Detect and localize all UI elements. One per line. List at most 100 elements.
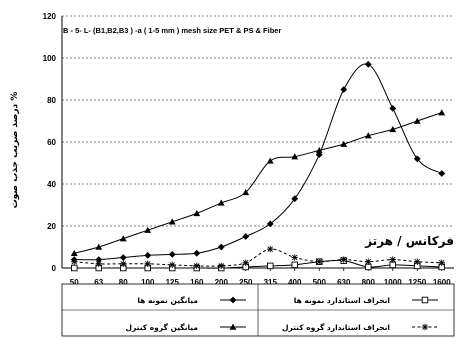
data-point	[144, 226, 152, 233]
series-line	[74, 259, 442, 269]
data-point	[267, 245, 274, 253]
data-point	[316, 258, 323, 265]
data-point	[389, 105, 397, 112]
data-point	[315, 147, 323, 154]
x-tick-label: 400	[288, 278, 302, 287]
y-tick-label: 0	[52, 264, 57, 273]
data-point	[438, 259, 445, 266]
y-axis-title: درصد ضریب جذب صوت %	[10, 92, 20, 209]
data-point	[242, 259, 249, 266]
x-tick-label: 100	[141, 278, 155, 287]
x-tick-label: 1250	[408, 278, 426, 287]
data-point	[242, 189, 250, 196]
data-point	[414, 258, 421, 265]
data-point	[217, 199, 225, 206]
legend-item-1: انحراف استاندارد نمونه ها	[294, 296, 438, 305]
data-point	[340, 86, 348, 93]
data-point	[315, 151, 323, 158]
x-tick-label: 630	[337, 278, 351, 287]
y-tick-label: 80	[47, 96, 56, 105]
data-point	[266, 157, 274, 164]
data-point	[364, 60, 372, 68]
data-point	[193, 262, 200, 270]
data-point	[413, 155, 421, 163]
data-point	[70, 249, 78, 257]
legend-item-0: میانگین نمونه ها	[137, 296, 246, 305]
x-tick-label: 1600	[433, 278, 451, 287]
data-point	[291, 261, 299, 269]
series-line	[74, 63, 443, 261]
y-tick-label: 120	[43, 12, 57, 21]
legend-marker	[421, 296, 429, 304]
legend: میانگین نمونه ها انحراف استاندارد نمونه ه…	[61, 283, 455, 337]
x-tick-label: 50	[70, 278, 79, 287]
data-point	[266, 220, 274, 228]
data-point	[365, 258, 372, 265]
data-point	[217, 243, 225, 251]
data-point	[389, 261, 397, 269]
data-point	[144, 252, 152, 259]
data-point	[168, 218, 176, 225]
legend-marker	[421, 323, 429, 331]
data-point	[365, 263, 372, 271]
data-point	[169, 261, 176, 269]
data-point	[71, 258, 78, 265]
x-tick-label: 160	[190, 278, 204, 287]
series-line	[74, 112, 442, 254]
axes: 0 20 40 60 80 100 120 50 63 80 100 125 160 200 250 315 4…	[43, 12, 454, 287]
x-tick-label: 1000	[384, 278, 402, 287]
data-point	[438, 170, 446, 177]
data-point	[95, 243, 103, 250]
data-point	[119, 235, 127, 242]
series-3	[71, 245, 445, 270]
data-point	[168, 250, 176, 258]
legend-item-2: میانگین گروه کنترل	[125, 323, 246, 332]
data-point	[340, 140, 348, 147]
x-tick-label: 63	[94, 278, 103, 287]
data-point	[218, 262, 225, 270]
x-tick-label: 125	[166, 278, 180, 287]
data-point	[193, 210, 201, 217]
data-point	[438, 109, 446, 116]
data-point	[340, 256, 347, 263]
data-point	[95, 260, 102, 267]
data-point	[193, 249, 201, 257]
legend-label: انحراف استاندارد نمونه ها	[294, 296, 390, 305]
data-point	[267, 262, 274, 270]
series-0	[70, 60, 446, 263]
data-point	[291, 195, 299, 203]
grid-lines	[62, 15, 454, 227]
x-tick-label: 80	[119, 278, 128, 287]
data-point	[242, 233, 250, 240]
series-layer	[70, 60, 446, 272]
data-point	[291, 254, 298, 261]
x-tick-label: 315	[264, 278, 278, 287]
legend-marker	[229, 323, 237, 330]
data-point	[389, 256, 396, 263]
data-point	[291, 153, 299, 160]
legend-marker	[229, 296, 237, 304]
x-tick-label: 500	[313, 278, 327, 287]
x-tick-label: 250	[239, 278, 253, 287]
series-line	[74, 248, 442, 267]
legend-label: انحراف استاندارد گروه کنترل	[282, 323, 390, 332]
x-tick-label: 200	[215, 278, 229, 287]
legend-label: میانگین گروه کنترل	[125, 323, 198, 332]
data-point	[144, 260, 151, 267]
series-2	[70, 109, 446, 257]
data-point	[389, 126, 397, 133]
data-point	[119, 254, 127, 261]
x-axis-title: فرکانس / هرتز	[364, 234, 454, 248]
y-tick-label: 40	[47, 180, 56, 189]
y-tick-label: 60	[47, 138, 56, 147]
legend-item-3: انحراف استاندارد گروه کنترل	[282, 323, 438, 332]
data-point	[364, 132, 372, 139]
legend-label: میانگین نمونه ها	[137, 296, 198, 305]
y-tick-label: 100	[43, 54, 57, 63]
x-tick-label: 800	[362, 278, 376, 287]
data-point	[413, 117, 421, 124]
data-point	[95, 256, 103, 263]
data-point	[120, 260, 127, 267]
